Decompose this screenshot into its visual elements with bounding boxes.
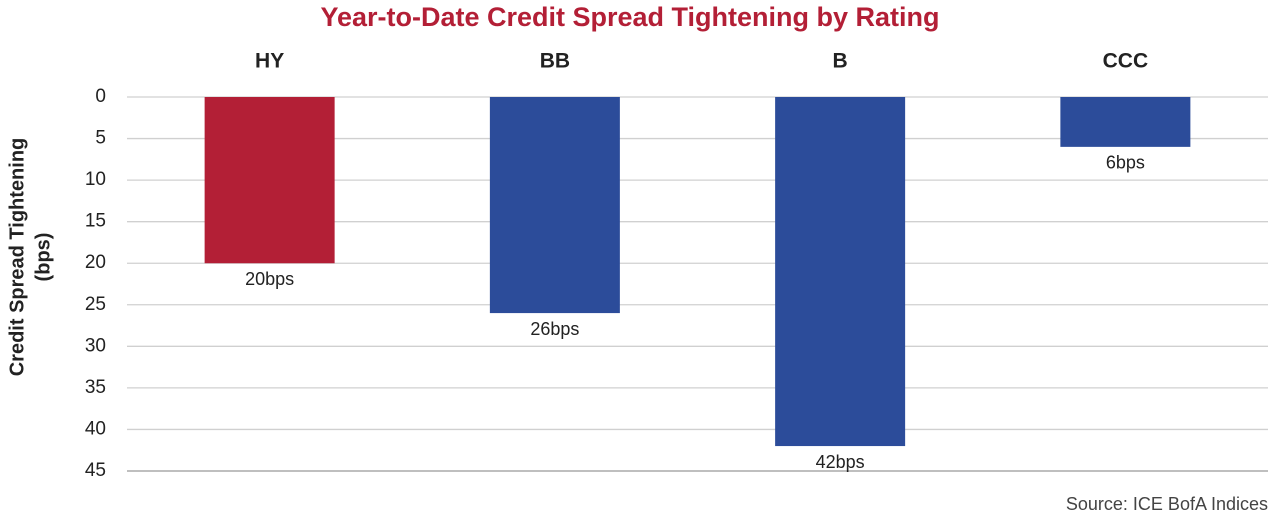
y-tick-label: 15 [85, 211, 106, 232]
value-label: 42bps [816, 452, 865, 472]
value-label: 20bps [245, 269, 294, 289]
y-tick-label: 35 [85, 377, 106, 398]
bar [489, 97, 620, 314]
y-axis-label: (bps) [32, 233, 54, 282]
source: Source: ICE BofA Indices [1066, 494, 1268, 514]
y-tick-label: 0 [95, 86, 106, 107]
y-tick-label: 10 [85, 169, 106, 190]
x-tick-label: CCC [1103, 50, 1149, 73]
y-tick-label: 25 [85, 294, 106, 315]
y-tick-label: 20 [85, 252, 106, 273]
y-tick-label: 30 [85, 335, 106, 356]
x-tick-label: BB [540, 50, 570, 73]
value-label: 6bps [1106, 153, 1145, 173]
bar [204, 97, 335, 264]
bar [775, 97, 906, 447]
y-tick-label: 5 [95, 128, 106, 149]
y-axis-label: Credit Spread Tightening [6, 138, 28, 377]
value-label: 26bps [530, 319, 579, 339]
y-tick-label: 45 [85, 460, 106, 481]
x-tick-label: HY [255, 50, 284, 73]
chart-title: Year-to-Date Credit Spread Tightening by… [320, 2, 939, 32]
x-tick-label: B [833, 50, 848, 73]
y-tick-label: 40 [85, 418, 106, 439]
bar [1060, 97, 1191, 147]
